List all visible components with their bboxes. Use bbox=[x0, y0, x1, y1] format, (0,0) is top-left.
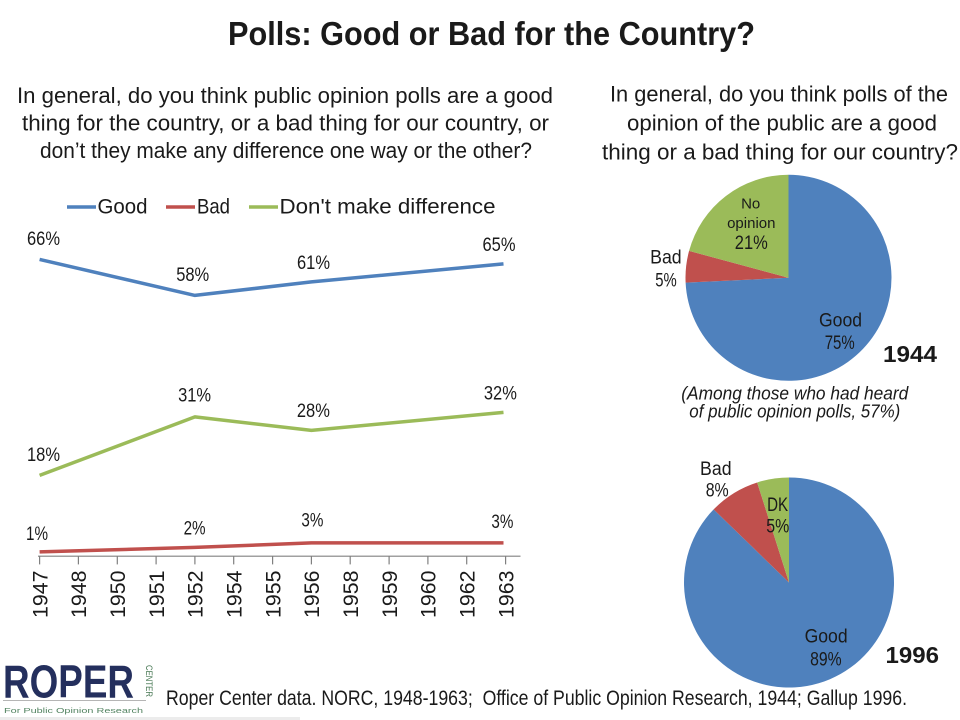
svg-text:Bad: Bad bbox=[650, 248, 682, 269]
svg-text:8%: 8% bbox=[706, 481, 729, 502]
svg-text:1952: 1952 bbox=[184, 571, 208, 619]
svg-text:21%: 21% bbox=[735, 233, 768, 254]
svg-text:Don't make difference: Don't make difference bbox=[280, 195, 496, 219]
svg-text:1956: 1956 bbox=[300, 570, 324, 618]
svg-text:1960: 1960 bbox=[417, 570, 441, 618]
svg-text:1948: 1948 bbox=[67, 570, 91, 618]
svg-text:5%: 5% bbox=[766, 517, 789, 538]
svg-text:1955: 1955 bbox=[261, 570, 285, 618]
svg-text:3%: 3% bbox=[301, 511, 323, 532]
svg-text:89%: 89% bbox=[810, 649, 842, 671]
svg-text:31%: 31% bbox=[178, 386, 211, 407]
svg-text:thing or a bad thing for our c: thing or a bad thing for our country? bbox=[602, 140, 958, 165]
svg-text:1958: 1958 bbox=[339, 570, 363, 618]
svg-text:1963: 1963 bbox=[494, 570, 518, 618]
svg-text:CENTER: CENTER bbox=[144, 665, 154, 697]
svg-text:5%: 5% bbox=[655, 271, 677, 292]
svg-text:65%: 65% bbox=[483, 235, 516, 256]
svg-text:28%: 28% bbox=[297, 401, 330, 422]
svg-text:Roper Center data. NORC, 1948-: Roper Center data. NORC, 1948-1963; Offi… bbox=[166, 687, 907, 710]
svg-text:opinion: opinion bbox=[727, 215, 775, 232]
svg-text:of public opinion polls, 57%): of public opinion polls, 57%) bbox=[689, 402, 900, 422]
svg-text:ROPER: ROPER bbox=[3, 656, 134, 708]
svg-text:Good: Good bbox=[819, 310, 862, 332]
svg-text:66%: 66% bbox=[27, 229, 60, 250]
svg-text:1954: 1954 bbox=[223, 570, 247, 618]
svg-text:Good: Good bbox=[98, 195, 148, 219]
svg-text:In general, do you think polls: In general, do you think polls of the bbox=[610, 82, 948, 107]
svg-text:thing for the country, or a ba: thing for the country, or a bad thing fo… bbox=[22, 111, 550, 136]
svg-text:1950: 1950 bbox=[106, 570, 130, 618]
svg-text:(Among those who had heard: (Among those who had heard bbox=[681, 384, 909, 404]
svg-text:18%: 18% bbox=[27, 445, 60, 466]
svg-text:For Public Opinion Research: For Public Opinion Research bbox=[4, 706, 143, 715]
svg-text:Bad: Bad bbox=[700, 459, 732, 480]
svg-text:Good: Good bbox=[805, 626, 848, 648]
svg-text:opinion of the public are a go: opinion of the public are a good bbox=[627, 111, 937, 136]
svg-text:1944: 1944 bbox=[883, 341, 937, 367]
svg-text:1959: 1959 bbox=[378, 571, 402, 619]
svg-text:No: No bbox=[741, 196, 760, 213]
svg-text:32%: 32% bbox=[484, 384, 517, 405]
svg-text:2%: 2% bbox=[184, 519, 206, 540]
svg-text:58%: 58% bbox=[176, 265, 209, 286]
svg-text:75%: 75% bbox=[825, 332, 855, 354]
svg-text:1996: 1996 bbox=[886, 642, 940, 668]
svg-text:don’t they make any difference: don’t they make any difference one way o… bbox=[40, 138, 532, 163]
svg-text:1951: 1951 bbox=[145, 571, 169, 619]
svg-text:3%: 3% bbox=[491, 512, 513, 533]
svg-text:DK: DK bbox=[767, 495, 788, 516]
svg-text:61%: 61% bbox=[297, 253, 330, 274]
svg-text:1%: 1% bbox=[26, 524, 48, 545]
svg-text:In general, do you think publi: In general, do you think public opinion … bbox=[17, 83, 553, 108]
svg-text:Bad: Bad bbox=[197, 195, 230, 219]
svg-text:1962: 1962 bbox=[456, 571, 480, 619]
svg-text:1947: 1947 bbox=[28, 571, 52, 619]
svg-text:Polls: Good or Bad for the Cou: Polls: Good or Bad for the Country? bbox=[228, 15, 755, 52]
